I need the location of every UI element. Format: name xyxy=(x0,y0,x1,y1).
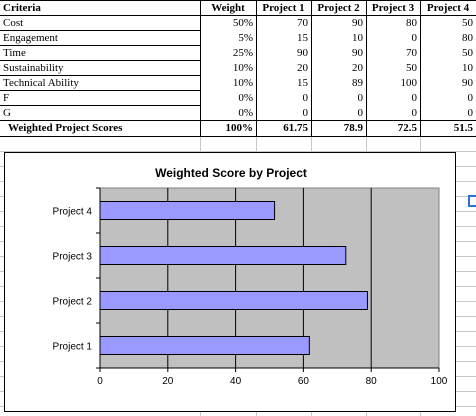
score-cell[interactable]: 80 xyxy=(462,32,473,44)
chart-title: Weighted Score by Project xyxy=(155,166,307,180)
score-cell[interactable]: 15 xyxy=(297,32,308,44)
weight-cell[interactable]: 0% xyxy=(238,92,253,104)
score-cell[interactable]: 0 xyxy=(467,107,474,119)
table-border xyxy=(256,0,257,136)
y-category-label: Project 3 xyxy=(53,252,93,263)
criteria-cell[interactable]: Sustainability xyxy=(3,62,64,74)
table-border xyxy=(0,136,476,137)
x-tick-label: 40 xyxy=(230,376,242,387)
weighted-total-cell[interactable]: 61.75 xyxy=(283,122,308,134)
header-project-3[interactable]: Project 3 xyxy=(371,2,415,14)
weighted-total-cell[interactable]: 78.9 xyxy=(343,122,363,134)
score-cell[interactable]: 90 xyxy=(297,47,308,59)
weight-cell[interactable]: 10% xyxy=(232,62,253,74)
header-weight[interactable]: Weight xyxy=(211,2,245,14)
y-category-label: Project 4 xyxy=(53,207,93,218)
chart[interactable]: Weighted Score by Project 0 20 40 60 80 100 Pro… xyxy=(4,152,456,412)
table-border xyxy=(0,60,200,61)
weighted-total-cell[interactable]: 72.5 xyxy=(397,122,417,134)
table-border xyxy=(0,30,200,31)
score-cell[interactable]: 70 xyxy=(406,47,417,59)
score-cell[interactable]: 0 xyxy=(357,92,364,104)
criteria-cell[interactable]: Technical Ability xyxy=(3,77,79,89)
x-tick-label: 20 xyxy=(162,376,174,387)
bar-chart: Weighted Score by Project 0 20 40 60 80 100 Pro… xyxy=(53,166,448,387)
score-cell[interactable]: 20 xyxy=(352,62,363,74)
criteria-cell[interactable]: F xyxy=(3,92,10,104)
weight-cell[interactable]: 0% xyxy=(238,107,253,119)
header-project-1[interactable]: Project 1 xyxy=(262,2,305,14)
score-cell[interactable]: 50 xyxy=(406,62,417,74)
weight-cell[interactable]: 5% xyxy=(238,32,253,44)
table-border xyxy=(0,90,200,91)
table-border xyxy=(0,45,200,46)
score-cell[interactable]: 0 xyxy=(357,107,364,119)
criteria-cell[interactable]: Cost xyxy=(3,17,24,29)
score-cell[interactable]: 10 xyxy=(352,32,363,44)
table-border xyxy=(200,0,201,136)
score-cell[interactable]: 0 xyxy=(302,92,309,104)
x-tick-label: 80 xyxy=(366,376,378,387)
score-cell[interactable]: 0 xyxy=(302,107,309,119)
table-border xyxy=(0,75,200,76)
score-cell[interactable]: 10 xyxy=(462,62,473,74)
y-category-label: Project 1 xyxy=(53,342,93,353)
weighted-total-cell[interactable]: 51.5 xyxy=(453,122,473,134)
bar-project-4 xyxy=(99,201,276,220)
score-cell[interactable]: 80 xyxy=(406,17,417,29)
x-tick-label: 0 xyxy=(97,376,103,387)
score-cell[interactable]: 100 xyxy=(400,77,418,89)
table-border xyxy=(0,0,476,1)
x-tick-label: 100 xyxy=(431,376,448,387)
score-cell[interactable]: 90 xyxy=(462,77,473,89)
score-cell[interactable]: 50 xyxy=(462,47,473,59)
score-cell[interactable]: 89 xyxy=(352,77,363,89)
table-border xyxy=(0,120,476,121)
header-project-2[interactable]: Project 2 xyxy=(317,2,360,14)
chart-resize-handle[interactable] xyxy=(468,195,476,207)
criteria-cell[interactable]: Time xyxy=(3,47,26,59)
score-cell[interactable]: 15 xyxy=(297,77,308,89)
table-border xyxy=(0,105,200,106)
sheet-gridline xyxy=(0,151,476,152)
criteria-cell[interactable]: G xyxy=(3,107,11,119)
y-category-label: Project 2 xyxy=(53,297,93,308)
header-project-4[interactable]: Project 4 xyxy=(426,2,470,14)
table-border xyxy=(420,0,421,136)
bar-project-3 xyxy=(99,246,347,265)
weight-cell[interactable]: 10% xyxy=(232,77,253,89)
score-cell[interactable]: 0 xyxy=(467,92,474,104)
weight-cell[interactable]: 50% xyxy=(232,17,253,29)
table-border xyxy=(366,0,367,136)
score-cell[interactable]: 90 xyxy=(352,47,363,59)
criteria-cell[interactable]: Engagement xyxy=(3,32,58,44)
score-cell[interactable]: 0 xyxy=(411,92,418,104)
bar-project-2 xyxy=(99,291,368,310)
total-row-label[interactable]: Weighted Project Scores xyxy=(8,122,123,134)
score-cell[interactable]: 0 xyxy=(411,107,418,119)
table-border xyxy=(0,15,476,16)
score-cell[interactable]: 70 xyxy=(297,17,308,29)
score-cell[interactable]: 90 xyxy=(352,17,363,29)
table-border xyxy=(311,0,312,136)
bar-project-1 xyxy=(99,336,310,355)
score-cell[interactable]: 50 xyxy=(462,17,473,29)
score-cell[interactable]: 20 xyxy=(297,62,308,74)
score-cell[interactable]: 0 xyxy=(411,32,418,44)
weighted-total-cell[interactable]: 100% xyxy=(225,122,254,134)
x-tick-label: 60 xyxy=(298,376,310,387)
header-criteria[interactable]: Criteria xyxy=(3,2,41,14)
weight-cell[interactable]: 25% xyxy=(232,47,253,59)
